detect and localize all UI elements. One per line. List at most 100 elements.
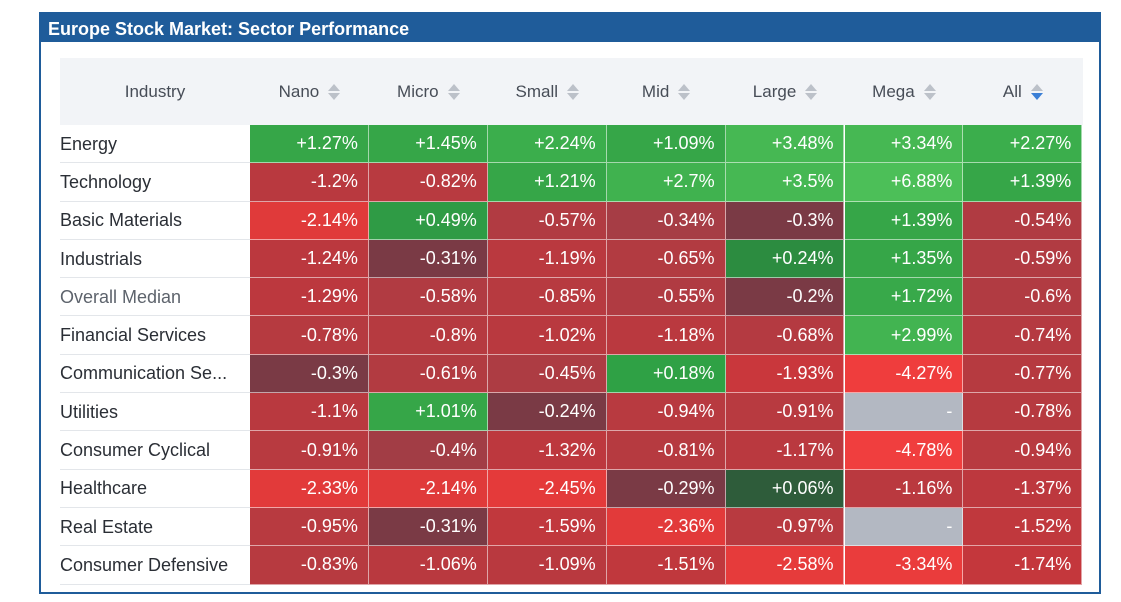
heatmap-cell: -1.18% <box>606 316 726 355</box>
sort-icon[interactable] <box>805 83 818 101</box>
column-header-label: Industry <box>124 81 186 101</box>
heatmap-cell: +1.27% <box>250 125 369 164</box>
heatmap-cell: -0.2% <box>725 278 845 317</box>
heatmap-cell: -0.81% <box>606 431 726 470</box>
heatmap-cell: -0.82% <box>368 163 488 202</box>
heatmap-cell: -0.94% <box>963 431 1083 470</box>
heatmap-cell: - <box>844 507 964 547</box>
industry-label: Basic Materials <box>60 210 183 231</box>
row-divider <box>60 315 250 317</box>
table-row: Financial Services -0.78% -0.8% -1.02% -1.18… <box>60 316 1083 355</box>
row-divider <box>60 200 250 202</box>
sort-icon[interactable] <box>923 83 936 101</box>
heatmap-cell: -1.93% <box>725 354 845 394</box>
column-header-mega[interactable]: Mega <box>845 58 964 125</box>
sort-icon[interactable] <box>447 83 460 101</box>
heatmap-cell: -0.61% <box>368 354 488 394</box>
table-row: Overall Median -1.29% -0.58% -0.85% -0.55% -0… <box>60 278 1083 317</box>
heatmap-cell: -0.59% <box>963 239 1083 279</box>
industry-label: Overall Median <box>60 286 182 307</box>
heatmap-table-body: Energy +1.27% +1.45% +2.24% +1.09% +3.48% +3.3… <box>60 125 1083 585</box>
heatmap-cell: +0.24% <box>725 239 845 279</box>
column-header-label: All <box>1002 81 1022 101</box>
table-row: Consumer Cyclical -0.91% -0.4% -1.32% -0.81%… <box>60 431 1083 470</box>
heatmap-cell: -1.52% <box>963 507 1083 547</box>
industry-label: Utilities <box>60 401 119 422</box>
heatmap-cell: +1.39% <box>844 201 964 240</box>
heatmap-cell: -0.94% <box>606 393 726 432</box>
sort-icon[interactable] <box>328 83 341 101</box>
industry-label: Financial Services <box>60 325 207 346</box>
column-header-small[interactable]: Small <box>488 58 607 125</box>
column-header-large[interactable]: Large <box>726 58 845 125</box>
row-divider <box>60 583 250 585</box>
heatmap-cell: -1.19% <box>487 239 607 279</box>
heatmap-cell: -0.8% <box>368 316 488 355</box>
heatmap-cell: -1.29% <box>250 278 369 317</box>
table-header: Industry Nano Micro Small Mid Large Mega All <box>60 58 1083 125</box>
heatmap-cell: -0.78% <box>250 316 369 355</box>
column-header-label: Large <box>752 81 797 101</box>
sector-performance-panel: Europe Stock Market: Sector Performance … <box>39 12 1101 594</box>
heatmap-cell: -0.77% <box>963 354 1083 394</box>
heatmap-cell: -1.59% <box>487 507 607 547</box>
heatmap-cell: -4.27% <box>844 354 964 394</box>
sort-icon[interactable] <box>1030 83 1043 101</box>
column-header-all[interactable]: All <box>963 58 1082 125</box>
heatmap-cell: -0.91% <box>250 431 369 470</box>
heatmap-cell: +1.01% <box>368 393 488 432</box>
heatmap-cell: -2.14% <box>250 201 369 240</box>
row-divider <box>60 353 250 355</box>
table-row: Technology -1.2% -0.82% +1.21% +2.7% +3.5% +6.… <box>60 163 1083 202</box>
row-divider <box>60 277 250 279</box>
industry-label: Healthcare <box>60 478 148 499</box>
row-divider <box>60 162 250 164</box>
industry-label: Real Estate <box>60 516 154 537</box>
heatmap-cell: -1.09% <box>487 546 607 585</box>
table-row: Energy +1.27% +1.45% +2.24% +1.09% +3.48% +3.3… <box>60 125 1083 164</box>
heatmap-cell: -0.83% <box>250 546 369 585</box>
sort-icon[interactable] <box>678 83 691 101</box>
heatmap-cell: -1.51% <box>606 546 726 585</box>
heatmap-cell: -0.24% <box>487 393 607 432</box>
sort-icon[interactable] <box>567 83 579 101</box>
industry-label: Consumer Defensive <box>60 554 229 575</box>
heatmap-cell: +1.21% <box>487 163 607 202</box>
heatmap-cell: +6.88% <box>844 163 964 202</box>
column-header-mid[interactable]: Mid <box>607 58 726 125</box>
heatmap-cell: -1.17% <box>725 431 845 470</box>
heatmap-cell: +1.35% <box>844 239 964 279</box>
row-divider <box>60 430 250 432</box>
heatmap-cell: -0.31% <box>368 507 488 547</box>
column-header-micro[interactable]: Micro <box>369 58 488 125</box>
heatmap-cell: -0.85% <box>487 278 607 317</box>
heatmap-cell: +1.72% <box>844 278 964 317</box>
heatmap-cell: -0.6% <box>963 278 1083 317</box>
column-header-label: Micro <box>397 81 439 101</box>
heatmap-cell: -2.58% <box>725 546 845 585</box>
column-header-nano[interactable]: Nano <box>250 58 369 125</box>
heatmap-cell: -0.65% <box>606 239 726 279</box>
heatmap-cell: +2.7% <box>606 163 726 202</box>
heatmap-cell: -0.91% <box>725 393 845 432</box>
heatmap-cell: +2.99% <box>844 316 964 355</box>
industry-label: Communication Se... <box>60 363 228 384</box>
heatmap-cell: -2.36% <box>606 507 726 547</box>
heatmap-cell: -1.32% <box>487 431 607 470</box>
column-header-industry: Industry <box>60 58 250 125</box>
heatmap-cell: -1.16% <box>844 469 964 508</box>
heatmap-cell: -3.34% <box>844 546 964 585</box>
heatmap-cell: -0.3% <box>725 201 845 240</box>
heatmap-cell: -0.4% <box>368 431 488 470</box>
row-divider <box>60 545 250 547</box>
column-header-label: Small <box>515 81 558 101</box>
table-row: Real Estate -0.95% -0.31% -1.59% -2.36% -0.97… <box>60 507 1083 547</box>
table-row: Healthcare -2.33% -2.14% -2.45% -0.29% +0.06%… <box>60 469 1083 508</box>
heatmap-cell: +0.49% <box>368 201 488 240</box>
heatmap-cell: -0.97% <box>725 507 845 547</box>
heatmap-cell: -2.14% <box>368 469 488 508</box>
table-row: Basic Materials -2.14% +0.49% -0.57% -0.34% -… <box>60 201 1083 240</box>
heatmap-cell: -1.02% <box>487 316 607 355</box>
industry-label: Energy <box>60 133 118 154</box>
table-row: Consumer Defensive -0.83% -1.06% -1.09% -1.5… <box>60 546 1083 585</box>
